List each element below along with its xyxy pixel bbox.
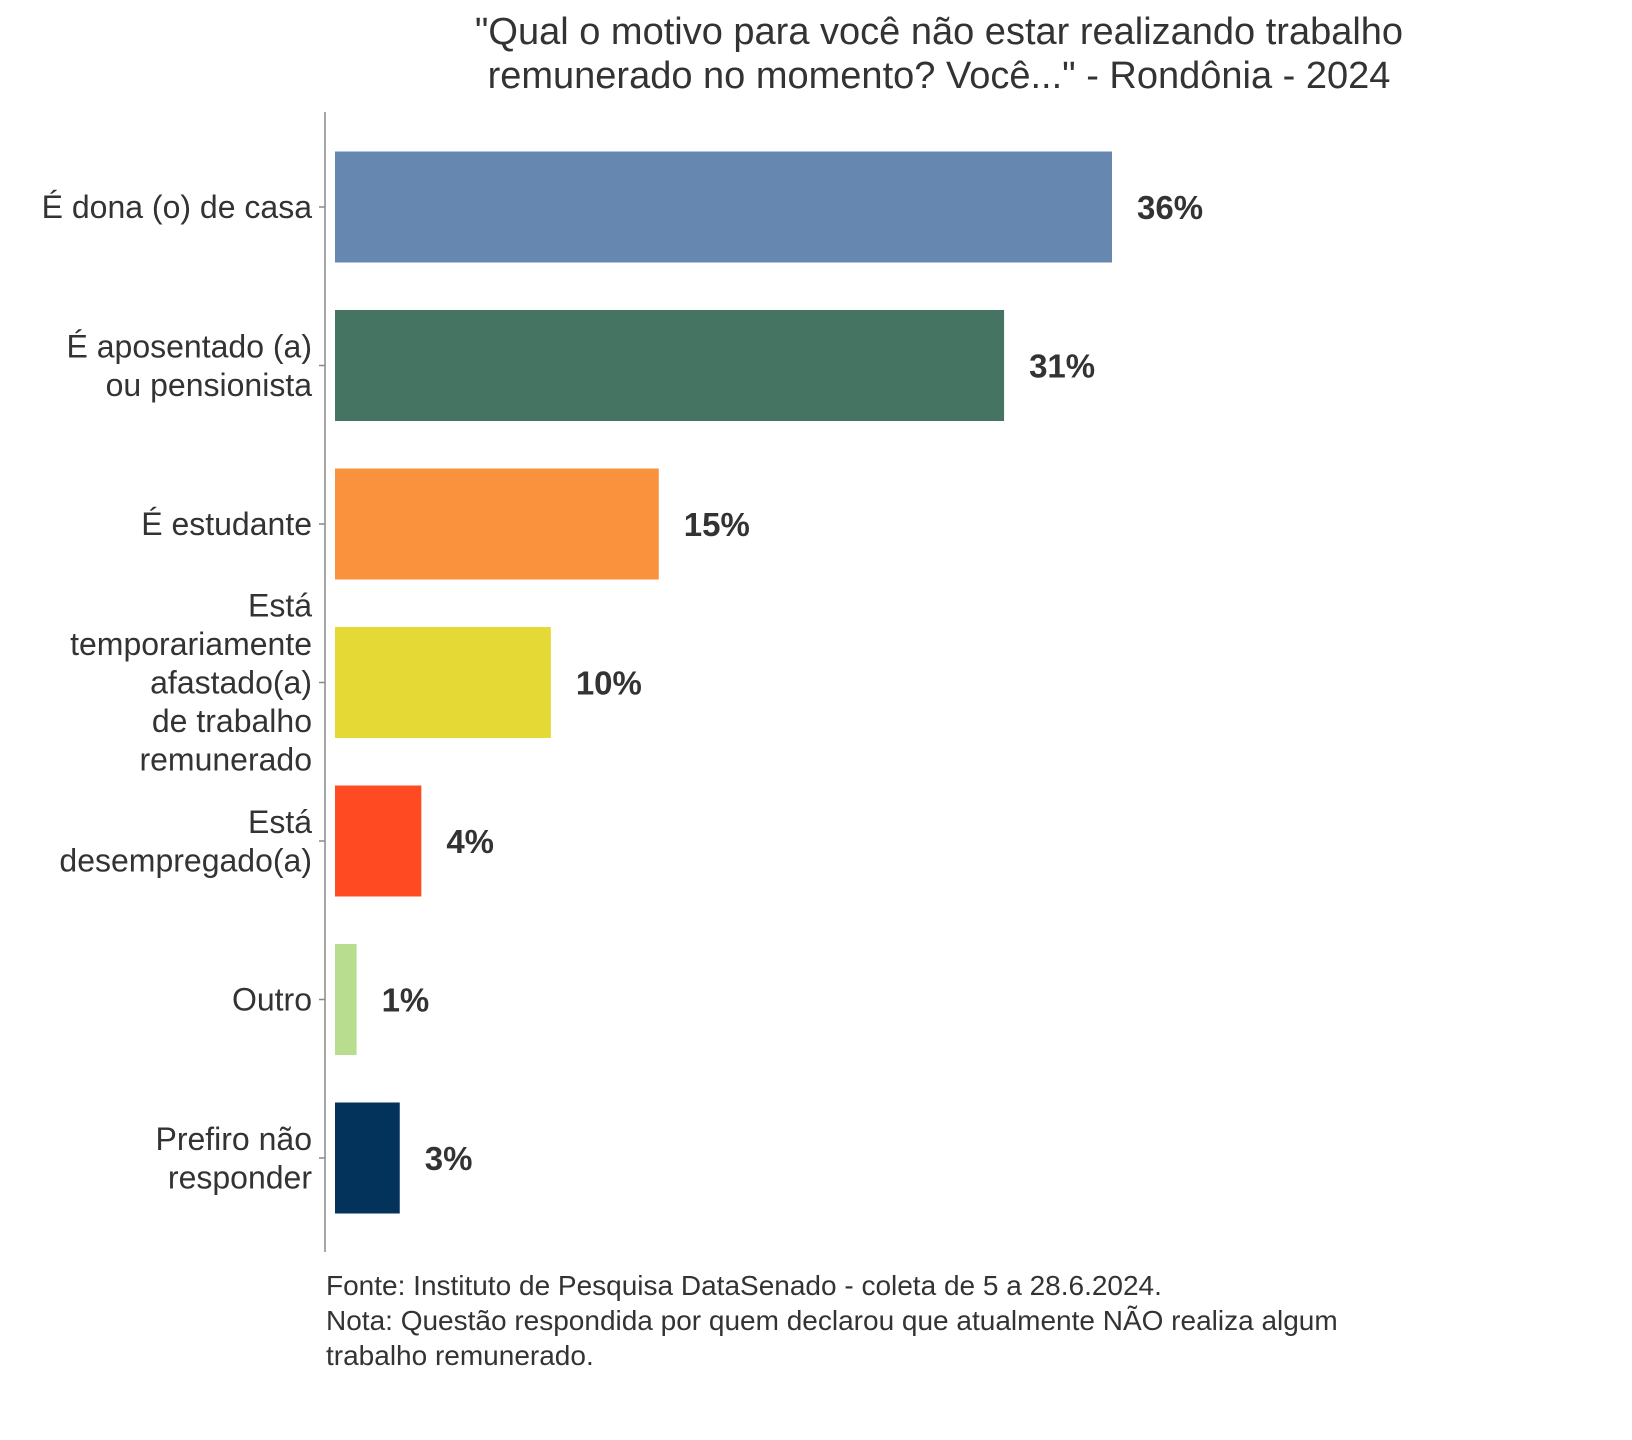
data-label: 4%: [446, 823, 494, 860]
title-line-1: "Qual o motivo para você não estar reali…: [474, 11, 1404, 53]
footer-note: Nota: Questão respondida por quem declar…: [326, 1305, 1338, 1336]
data-label: 31%: [1029, 348, 1095, 385]
category-label: Está: [248, 588, 312, 624]
category-label: É aposentado (a): [67, 328, 313, 364]
category-label: Prefiro não: [155, 1121, 312, 1157]
footer-source: Fonte: Instituto de Pesquisa DataSenado …: [326, 1270, 1162, 1301]
title-line-2: remunerado no momento? Você..." - Rondôn…: [487, 55, 1391, 97]
bar: [335, 310, 1005, 421]
data-label: 3%: [425, 1140, 473, 1177]
category-label: Outro: [232, 982, 312, 1018]
category-label: Está: [248, 804, 312, 840]
data-label: 15%: [684, 506, 750, 543]
data-label: 10%: [576, 665, 642, 702]
bar: [335, 468, 659, 580]
category-label: responder: [168, 1159, 312, 1195]
category-label: temporariamente: [70, 626, 312, 662]
category-label: afastado(a): [150, 665, 312, 701]
footer-note-cont: trabalho remunerado.: [326, 1340, 594, 1371]
category-label: É dona (o) de casa: [42, 189, 313, 225]
chart-footer: Fonte: Instituto de Pesquisa DataSenado …: [326, 1268, 1338, 1373]
category-label: desempregado(a): [59, 842, 312, 878]
bar: [335, 1102, 400, 1214]
category-label: remunerado: [139, 742, 312, 778]
chart-title: "Qual o motivo para você não estar reali…: [330, 10, 1548, 98]
data-label: 36%: [1137, 189, 1203, 226]
bar: [335, 944, 357, 1055]
bar: [335, 151, 1112, 263]
data-label: 1%: [382, 982, 430, 1019]
category-label: ou pensionista: [106, 367, 313, 403]
category-label: de trabalho: [152, 703, 312, 739]
bar: [335, 785, 422, 897]
bar: [335, 627, 551, 738]
category-label: É estudante: [141, 506, 312, 542]
